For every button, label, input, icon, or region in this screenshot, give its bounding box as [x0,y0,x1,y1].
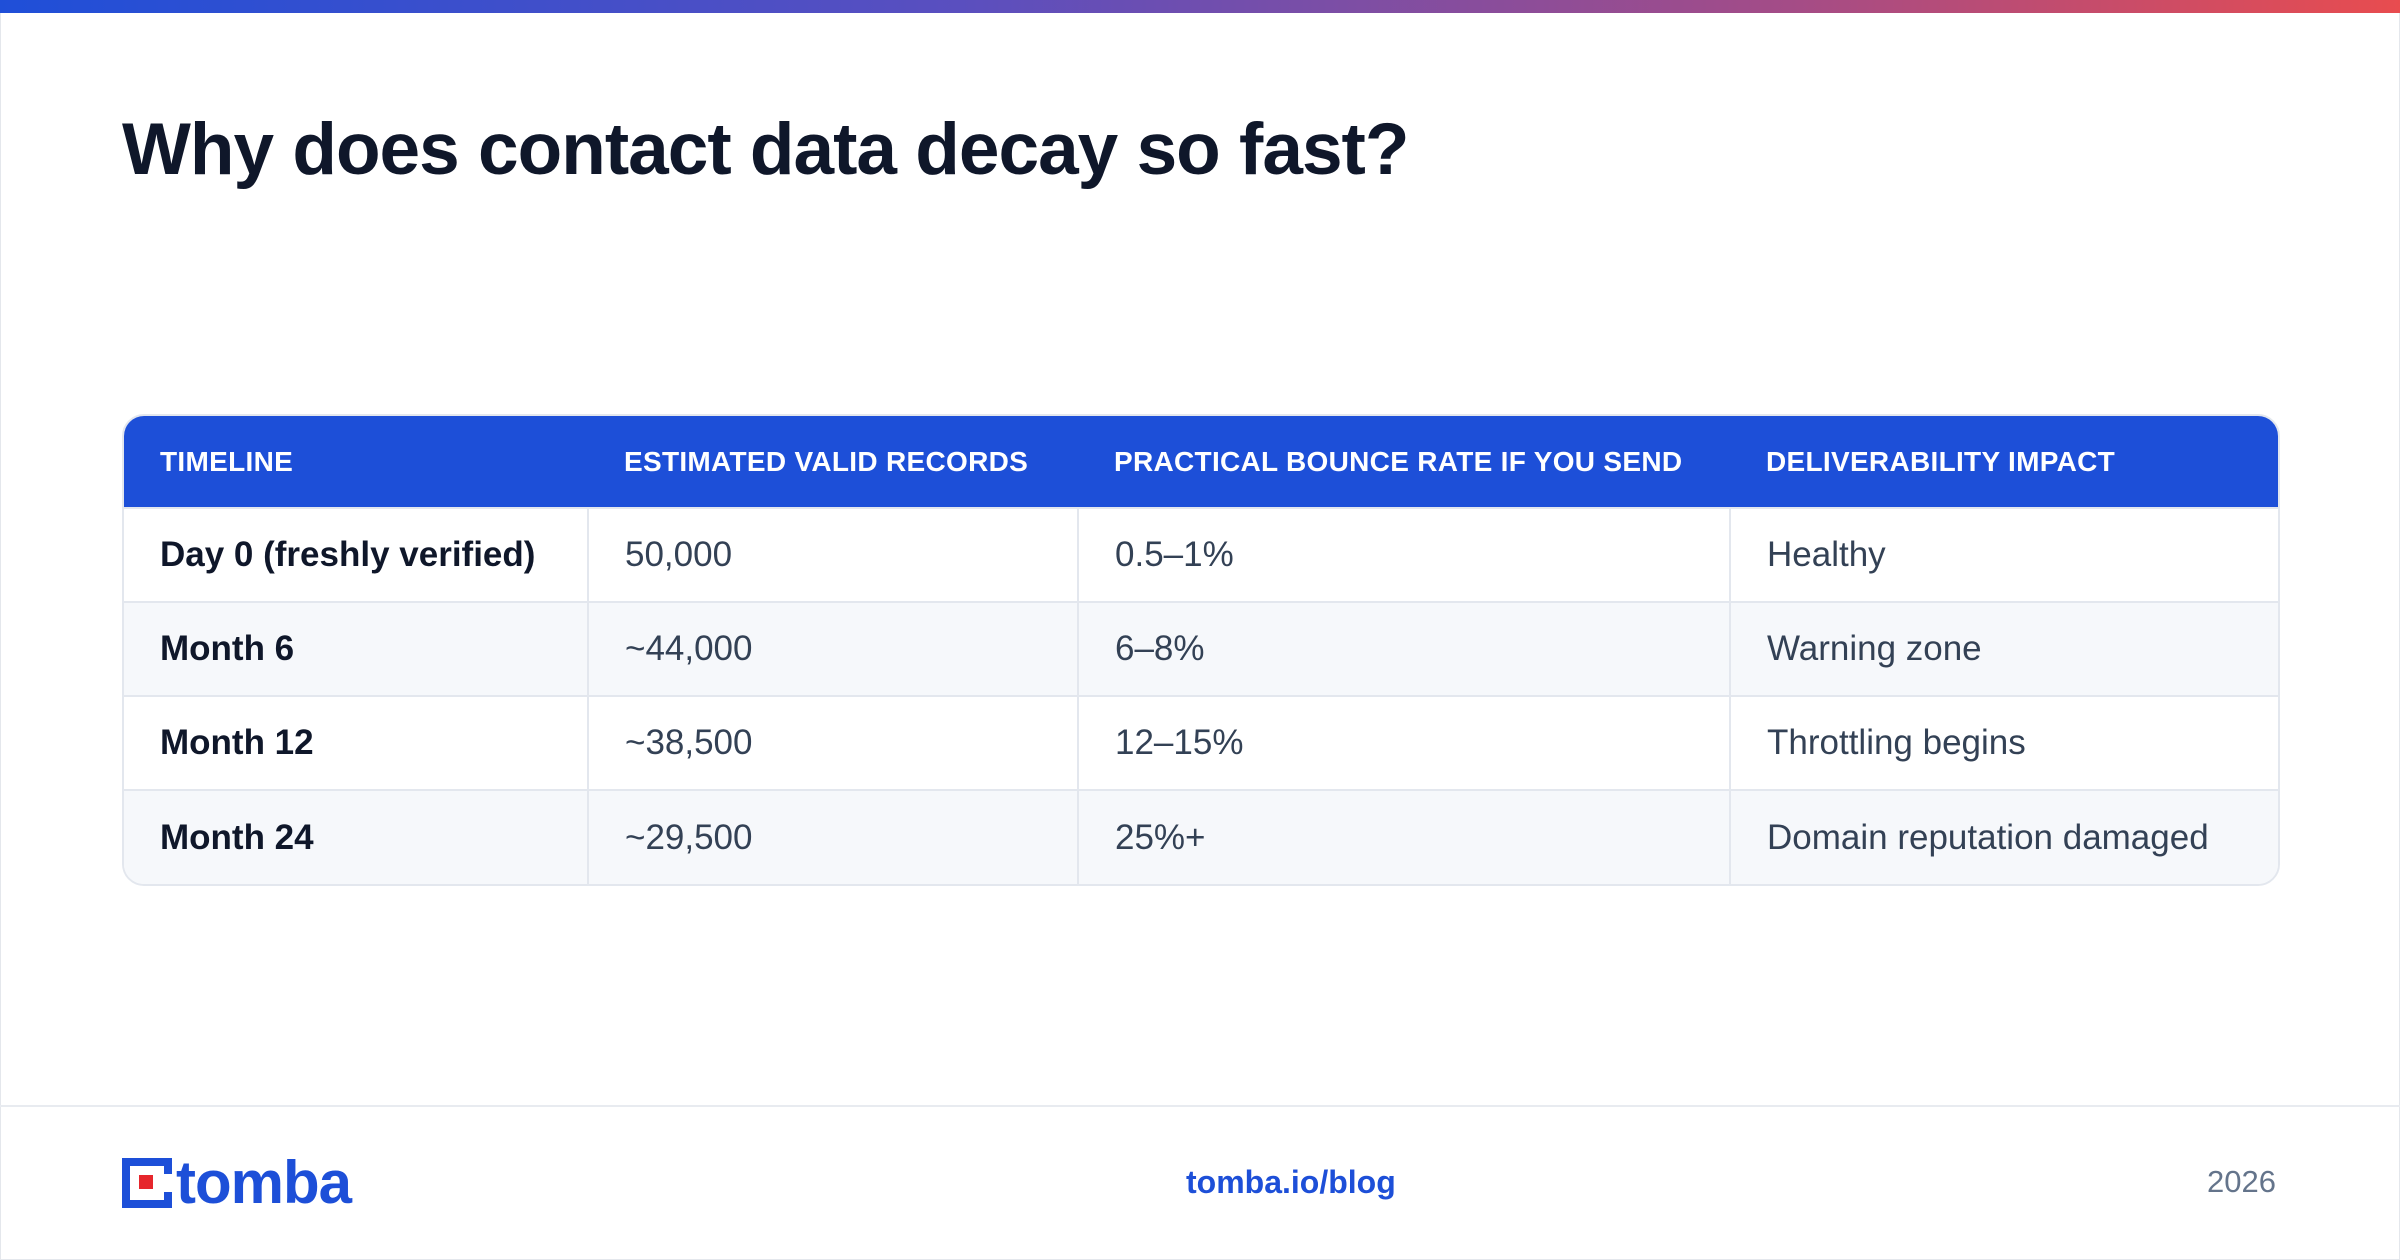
deliverability-cell: Domain reputation damaged [1729,789,2278,884]
data-table: TIMELINE ESTIMATED VALID RECORDS PRACTIC… [124,416,2278,884]
page-title: Why does contact data decay so fast? [122,109,1409,190]
valid-records-cell: ~29,500 [587,789,1078,884]
valid-records-cell: 50,000 [587,507,1078,602]
gradient-accent-bar [0,0,2400,13]
column-header-deliverability: DELIVERABILITY IMPACT [1766,445,2116,477]
table-row: Day 0 (freshly verified) 50,000 0.5–1% H… [124,507,2278,602]
valid-records-cell: ~44,000 [587,601,1078,696]
table-row: Month 12 ~38,500 12–15% Throttling begin… [124,695,2278,790]
valid-records-cell: ~38,500 [587,695,1078,790]
timeline-cell: Month 12 [124,695,588,790]
bounce-rate-cell: 0.5–1% [1077,507,1730,602]
footer-divider [0,1105,2400,1107]
table-row: Month 24 ~29,500 25%+ Domain reputation … [124,789,2278,884]
column-header-valid-records: ESTIMATED VALID RECORDS [624,445,1029,477]
deliverability-cell: Healthy [1729,507,2278,602]
timeline-cell: Month 24 [124,789,588,884]
bounce-rate-cell: 6–8% [1077,601,1730,696]
decay-table: TIMELINE ESTIMATED VALID RECORDS PRACTIC… [122,414,2280,886]
column-header-bounce-rate: PRACTICAL BOUNCE RATE IF YOU SEND [1114,445,1683,477]
deliverability-cell: Throttling begins [1729,695,2278,790]
bounce-rate-cell: 25%+ [1077,789,1730,884]
table-header: TIMELINE ESTIMATED VALID RECORDS PRACTIC… [124,416,2278,508]
column-header-timeline: TIMELINE [160,445,294,477]
table-body: Day 0 (freshly verified) 50,000 0.5–1% H… [124,507,2278,884]
footer-year: 2026 [2207,1164,2276,1199]
timeline-cell: Day 0 (freshly verified) [124,507,588,602]
deliverability-cell: Warning zone [1729,601,2278,696]
header-row: TIMELINE ESTIMATED VALID RECORDS PRACTIC… [124,416,2278,508]
blog-link[interactable]: tomba.io/blog [1186,1164,1396,1200]
bounce-rate-cell: 12–15% [1077,695,1730,790]
tomba-logo-icon [122,1158,172,1208]
timeline-cell: Month 6 [124,601,588,696]
logo-wordmark: tomba [176,1149,352,1216]
tomba-logo[interactable]: tomba [122,1149,352,1216]
table-row: Month 6 ~44,000 6–8% Warning zone [124,601,2278,696]
